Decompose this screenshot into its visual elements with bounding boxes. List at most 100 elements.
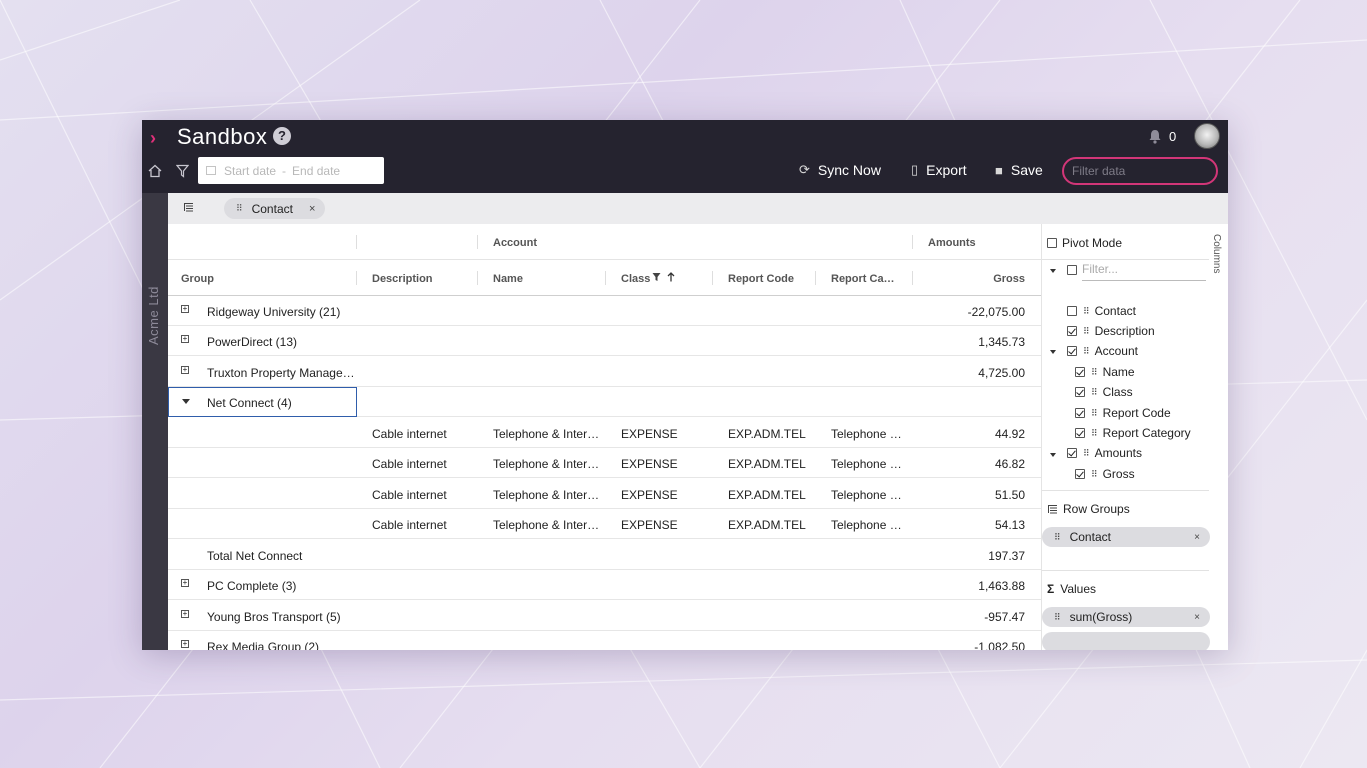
- expand-icon[interactable]: +: [181, 365, 189, 374]
- group-total-row[interactable]: Total Net Connect 197.37: [168, 540, 1041, 570]
- bell-icon[interactable]: [1148, 129, 1162, 144]
- avatar[interactable]: [1194, 123, 1220, 149]
- column-checkbox[interactable]: [1067, 306, 1077, 316]
- help-icon[interactable]: ?: [273, 127, 291, 145]
- remove-chip-icon[interactable]: ×: [1194, 531, 1200, 543]
- start-date-input[interactable]: Start date: [224, 163, 277, 178]
- column-header-description[interactable]: Description: [372, 273, 433, 285]
- header-group-amounts: Amounts: [928, 237, 976, 249]
- drag-grip-icon[interactable]: ⠿: [1054, 611, 1061, 622]
- column-filter-input[interactable]: Filter...: [1082, 262, 1206, 281]
- column-checkbox[interactable]: [1075, 469, 1085, 479]
- column-header-group[interactable]: Group: [181, 273, 214, 285]
- column-header-report-category[interactable]: Report Ca…: [831, 273, 895, 285]
- filter-active-icon[interactable]: [652, 272, 661, 282]
- column-checkbox[interactable]: [1067, 346, 1077, 356]
- column-checkbox[interactable]: [1075, 387, 1085, 397]
- column-label: Class: [1102, 385, 1133, 399]
- column-item-class[interactable]: ⠿ Class: [1075, 385, 1133, 399]
- table-row[interactable]: Cable internet Telephone & Inter… EXPENS…: [168, 448, 1041, 478]
- drag-grip-icon[interactable]: ⠿: [1083, 447, 1090, 458]
- column-item-description[interactable]: ⠿ Description: [1067, 324, 1155, 338]
- header-separator: [477, 271, 478, 285]
- group-row[interactable]: + Rex Media Group (2) -1,082.50: [168, 631, 1041, 650]
- group-row[interactable]: + PC Complete (3) 1,463.88: [168, 570, 1041, 600]
- expand-icon[interactable]: +: [181, 639, 189, 648]
- report-category-cell: Telephone …: [831, 488, 902, 502]
- column-item-contact[interactable]: ⠿ Contact: [1067, 304, 1136, 318]
- column-item-gross[interactable]: ⠿ Gross: [1075, 467, 1135, 481]
- table-row[interactable]: Cable internet Telephone & Inter… EXPENS…: [168, 479, 1041, 509]
- select-all-checkbox[interactable]: [1067, 265, 1077, 275]
- column-header-name[interactable]: Name: [493, 273, 523, 285]
- column-item-name[interactable]: ⠿ Name: [1075, 365, 1135, 379]
- drag-grip-icon[interactable]: ⠿: [236, 203, 243, 213]
- drag-grip-icon[interactable]: ⠿: [1091, 407, 1098, 418]
- remove-chip-icon[interactable]: ×: [308, 202, 316, 215]
- column-checkbox[interactable]: [1067, 448, 1077, 458]
- drag-grip-icon[interactable]: ⠿: [1083, 325, 1090, 336]
- gross-cell: -22,075.00: [967, 305, 1025, 319]
- end-date-input[interactable]: End date: [292, 163, 341, 178]
- column-item-report-code[interactable]: ⠿ Report Code: [1075, 406, 1171, 420]
- column-header-report-code[interactable]: Report Code: [728, 273, 794, 285]
- export-button[interactable]: ▯ Export: [911, 162, 967, 178]
- column-checkbox[interactable]: [1075, 408, 1085, 418]
- sort-ascending-icon[interactable]: [667, 272, 675, 282]
- sync-now-button[interactable]: ⟳ Sync Now: [799, 162, 881, 178]
- group-row[interactable]: + Truxton Property Manage… 4,725.00: [168, 357, 1041, 387]
- column-item-report-category[interactable]: ⠿ Report Category: [1075, 426, 1191, 440]
- drag-grip-icon[interactable]: ⠿: [1091, 386, 1098, 397]
- column-checkbox[interactable]: [1067, 326, 1077, 336]
- table-row[interactable]: Cable internet Telephone & Inter… EXPENS…: [168, 509, 1041, 539]
- drag-grip-icon[interactable]: ⠿: [1091, 427, 1098, 438]
- group-row[interactable]: + Ridgeway University (21) -22,075.00: [168, 296, 1041, 326]
- date-range-picker[interactable]: Start date - End date: [198, 157, 384, 184]
- column-label: Report Category: [1102, 426, 1191, 440]
- column-label: Amounts: [1094, 446, 1142, 460]
- drag-grip-icon[interactable]: ⠿: [1083, 305, 1090, 316]
- pivot-mode-toggle[interactable]: Pivot Mode: [1047, 236, 1122, 250]
- gross-cell: 4,725.00: [978, 366, 1025, 380]
- collapse-icon[interactable]: [182, 399, 190, 404]
- report-category-cell: Telephone …: [831, 457, 902, 471]
- value-chip-partial[interactable]: [1042, 632, 1210, 650]
- drag-grip-icon[interactable]: ⠿: [1054, 531, 1061, 542]
- row-group-chip-contact[interactable]: ⠿ Contact ×: [224, 198, 326, 219]
- column-header-gross[interactable]: Gross: [993, 273, 1025, 285]
- value-chip-sum-gross[interactable]: ⠿ sum(Gross) ×: [1042, 607, 1210, 627]
- expand-icon[interactable]: +: [181, 334, 189, 343]
- group-row[interactable]: + Young Bros Transport (5) -957.47: [168, 601, 1041, 631]
- remove-chip-icon[interactable]: ×: [1194, 611, 1200, 623]
- group-row-expanded[interactable]: Net Connect (4): [168, 387, 1041, 417]
- group-row[interactable]: + PowerDirect (13) 1,345.73: [168, 326, 1041, 356]
- table-row[interactable]: Cable internet Telephone & Inter… EXPENS…: [168, 418, 1041, 448]
- collapse-all-icon[interactable]: [1050, 269, 1056, 273]
- column-header-class[interactable]: Class: [621, 273, 651, 285]
- pivot-mode-checkbox[interactable]: [1047, 238, 1057, 248]
- column-checkbox[interactable]: [1075, 367, 1085, 377]
- home-icon[interactable]: [148, 164, 162, 178]
- collapse-group-icon[interactable]: [1050, 453, 1056, 457]
- drag-grip-icon[interactable]: ⠿: [1091, 366, 1098, 377]
- filter-funnel-icon[interactable]: [176, 164, 189, 178]
- column-checkbox[interactable]: [1075, 428, 1085, 438]
- row-group-icon: [184, 203, 193, 212]
- column-group-amounts[interactable]: ⠿ Amounts: [1067, 446, 1142, 460]
- drag-grip-icon[interactable]: ⠿: [1083, 345, 1090, 356]
- gross-cell: 46.82: [994, 457, 1025, 471]
- column-group-header-row: Account Amounts: [168, 224, 1041, 260]
- expand-icon[interactable]: +: [181, 609, 189, 618]
- column-group-account[interactable]: ⠿ Account: [1067, 344, 1138, 358]
- save-button[interactable]: ■ Save: [995, 162, 1043, 178]
- expand-icon[interactable]: +: [181, 304, 189, 313]
- collapse-group-icon[interactable]: [1050, 350, 1056, 354]
- drag-grip-icon[interactable]: ⠿: [1091, 468, 1098, 479]
- row-group-chip-contact[interactable]: ⠿ Contact ×: [1042, 527, 1210, 547]
- expand-icon[interactable]: +: [181, 578, 189, 587]
- filter-data-input[interactable]: Filter data: [1062, 157, 1218, 185]
- selected-cell-outline: [168, 387, 357, 417]
- columns-tab[interactable]: Columns: [1209, 230, 1228, 290]
- expand-sidebar-chevron-icon[interactable]: ›: [150, 128, 156, 148]
- chip-label: Contact: [251, 201, 293, 216]
